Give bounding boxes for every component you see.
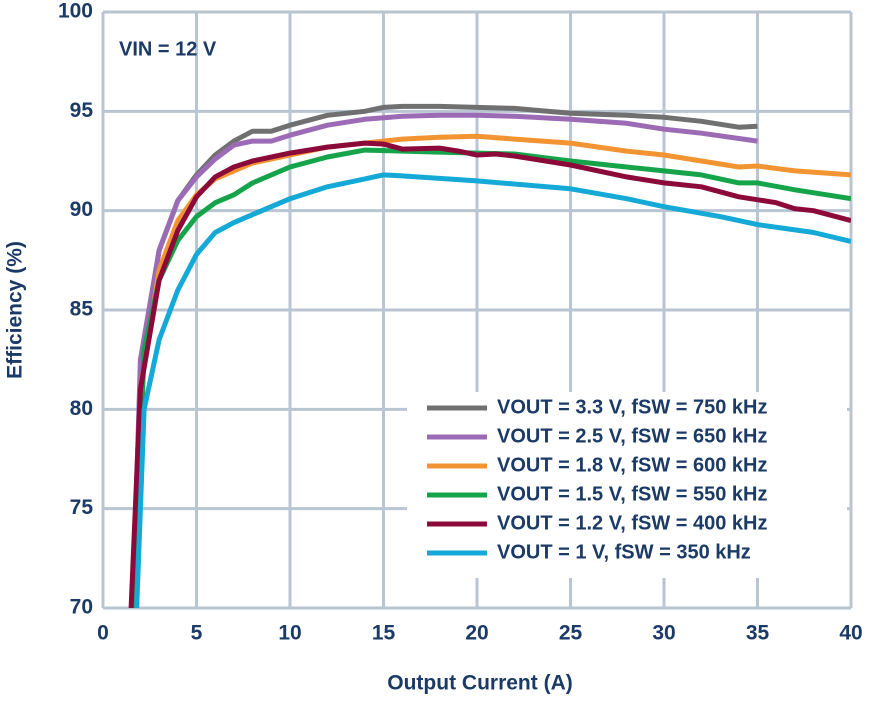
y-tick-label: 80 (70, 397, 93, 420)
x-tick-label: 35 (746, 622, 770, 645)
x-tick-label: 40 (839, 622, 862, 645)
legend-box (407, 392, 847, 578)
legend-label: VOUT = 1.2 V, fSW = 400 kHz (497, 512, 768, 534)
x-tick-label: 0 (97, 622, 109, 645)
x-tick-label: 30 (652, 622, 675, 645)
x-axis-label: Output Current (A) (387, 672, 572, 695)
y-tick-label: 90 (70, 198, 93, 221)
y-tick-label: 85 (70, 298, 94, 321)
y-tick-label: 95 (70, 99, 94, 122)
y-axis-label: Efficiency (%) (4, 241, 27, 379)
x-tick-label: 15 (372, 622, 396, 645)
legend-label: VOUT = 1.8 V, fSW = 600 kHz (497, 454, 768, 476)
y-tick-label: 75 (70, 496, 94, 519)
x-tick-label: 20 (465, 622, 488, 645)
data-line (130, 112, 758, 608)
legend-label: VOUT = 2.5 V, fSW = 650 kHz (497, 425, 768, 447)
y-tick-label: 70 (70, 596, 93, 619)
x-tick-label: 10 (278, 622, 301, 645)
x-tick-label: 5 (191, 622, 203, 645)
data-line (128, 140, 851, 608)
data-line (134, 172, 851, 608)
y-tick-label: 100 (58, 0, 93, 23)
legend-label: VOUT = 1 V, fSW = 350 kHz (497, 541, 751, 563)
legend-label: VOUT = 1.5 V, fSW = 550 kHz (497, 483, 768, 505)
x-tick-label: 25 (559, 622, 583, 645)
annotation: VIN = 12 V (119, 38, 217, 60)
legend-label: VOUT = 3.3 V, fSW = 750 kHz (497, 396, 768, 418)
